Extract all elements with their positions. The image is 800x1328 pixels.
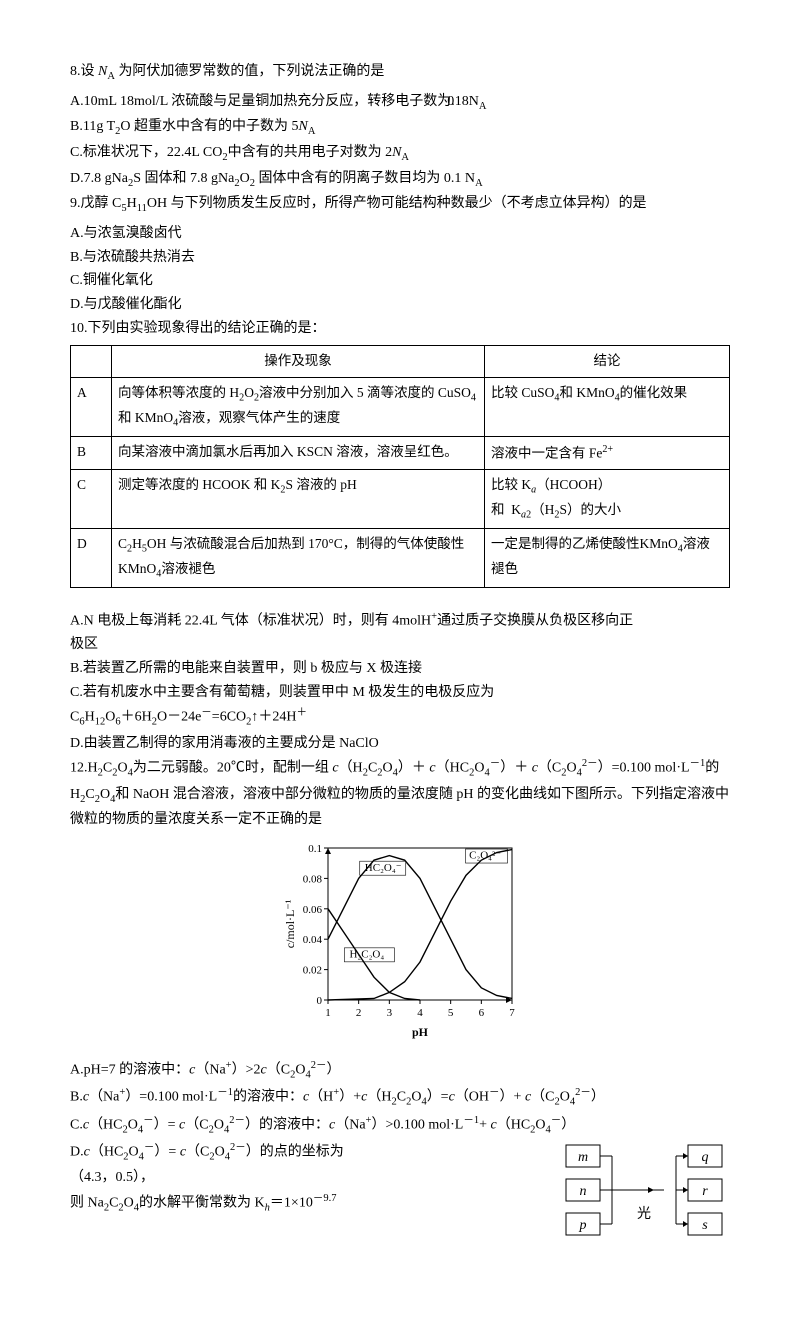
- q8-opt-a: A.10mL 18mol/L 浓硫酸与足量铜加热充分反应，转移电子数为0.18N…: [70, 90, 730, 116]
- svg-text:H₂C₂O₄: H₂C₂O₄: [349, 949, 384, 961]
- q9-opt-a: A.与浓氢溴酸卤代: [70, 222, 730, 246]
- row-label: A: [71, 377, 112, 436]
- q11-opt-c-eq: C6H12O6＋6H2O－24e－=6CO2↑＋24H＋: [70, 704, 730, 731]
- q12-stem: 12.H2C2O4为二元弱酸。20℃时，配制一组 c（H2C2O4）＋ c（HC…: [70, 755, 730, 832]
- row-op: 向等体积等浓度的 H2O2溶液中分别加入 5 滴等浓度的 CuSO4和 KMnO…: [112, 377, 485, 436]
- svg-text:光: 光: [637, 1206, 651, 1222]
- q12-opt-b: B.c（Na+）=0.100 mol·L－1的溶液中：c（H+）+c（H2C2O…: [70, 1084, 730, 1111]
- q11-opt-d: D.由装置乙制得的家用消毒液的主要成分是 NaClO: [70, 732, 730, 756]
- row-op: 向某溶液中滴加氯水后再加入 KSCN 溶液，溶液呈红色。: [112, 436, 485, 469]
- q11-opt-c: C.若有机废水中主要含有葡萄糖，则装置甲中 M 极发生的电极反应为: [70, 681, 730, 705]
- svg-text:7: 7: [509, 1007, 515, 1019]
- q11-opt-a: A.N 电极上每消耗 22.4L 气体（标准状况）时，则有 4molH+通过质子…: [70, 608, 730, 657]
- row-label: B: [71, 436, 112, 469]
- svg-text:0.04: 0.04: [303, 934, 323, 946]
- row-conc: 比较 Ka（HCOOH）和 Ka2（H2S）的大小: [485, 469, 730, 528]
- q10-table: 操作及现象 结论 A 向等体积等浓度的 H2O2溶液中分别加入 5 滴等浓度的 …: [70, 345, 730, 588]
- svg-text:HC₂O₄⁻: HC₂O₄⁻: [365, 862, 402, 874]
- svg-text:m: m: [578, 1150, 588, 1165]
- svg-text:C₂O₄²⁻: C₂O₄²⁻: [469, 850, 501, 862]
- q10-stem: 10.下列由实验现象得出的结论正确的是：: [70, 317, 730, 341]
- svg-text:r: r: [702, 1184, 708, 1199]
- row-conc: 比较 CuSO4和 KMnO4的催化效果: [485, 377, 730, 436]
- table-row: C 测定等浓度的 HCOOK 和 K2S 溶液的 pH 比较 Ka（HCOOH）…: [71, 469, 730, 528]
- q8-stem: 8.设 NA 为阿伏加德罗常数的值，下列说法正确的是: [70, 60, 730, 86]
- q10-th-conc: 结论: [485, 345, 730, 377]
- q8-opt-c: C.标准状况下，22.4L CO2中含有的共用电子对数为 2NA: [70, 141, 730, 167]
- table-row: A 向等体积等浓度的 H2O2溶液中分别加入 5 滴等浓度的 CuSO4和 KM…: [71, 377, 730, 436]
- q12-opt-a: A.pH=7 的溶液中：c（Na+）>2c（C2O42－）: [70, 1057, 730, 1084]
- svg-text:q: q: [702, 1150, 709, 1165]
- row-label: D: [71, 528, 112, 587]
- svg-text:4: 4: [417, 1007, 423, 1019]
- q12-opt-c: C.c（HC2O4－）= c（C2O42－）的溶液中：c（Na+）>0.100 …: [70, 1112, 730, 1139]
- q9-opt-d: D.与戊酸催化酯化: [70, 293, 730, 317]
- svg-text:s: s: [702, 1218, 708, 1233]
- q10-th-op: 操作及现象: [112, 345, 485, 377]
- svg-text:5: 5: [448, 1007, 454, 1019]
- svg-text:c/mol·L⁻¹: c/mol·L⁻¹: [283, 900, 297, 949]
- svg-text:2: 2: [356, 1007, 362, 1019]
- q12-diagram: m n p q r s 光: [560, 1139, 730, 1268]
- svg-text:n: n: [580, 1184, 587, 1199]
- q9-stem: 9.戊醇 C5H11OH 与下列物质发生反应时，所得产物可能结构种数最少（不考虑…: [70, 192, 730, 218]
- table-row: B 向某溶液中滴加氯水后再加入 KSCN 溶液，溶液呈红色。 溶液中一定含有 F…: [71, 436, 730, 469]
- q12-chart: 0 0.02 0.04 0.06 0.08 0.1 1 2 3 4 5 6 7 pH c/mol·L⁻¹ HC…: [70, 840, 730, 1049]
- q9-opt-c: C.铜催化氧化: [70, 269, 730, 293]
- svg-text:pH: pH: [412, 1025, 429, 1039]
- q10-th-blank: [71, 345, 112, 377]
- q8-opt-b: B.11g T2O 超重水中含有的中子数为 5NA: [70, 115, 730, 141]
- svg-text:6: 6: [479, 1007, 485, 1019]
- q11-opt-b: B.若装置乙所需的电能来自装置甲，则 b 极应与 X 极连接: [70, 657, 730, 681]
- row-conc: 溶液中一定含有 Fe2+: [485, 436, 730, 469]
- q9-opt-b: B.与浓硫酸共热消去: [70, 246, 730, 270]
- svg-text:3: 3: [387, 1007, 393, 1019]
- svg-text:1: 1: [325, 1007, 331, 1019]
- svg-text:0.02: 0.02: [303, 965, 322, 977]
- row-conc: 一定是制得的乙烯使酸性KMnO4溶液褪色: [485, 528, 730, 587]
- svg-text:p: p: [579, 1218, 587, 1233]
- svg-text:0.1: 0.1: [308, 843, 322, 855]
- svg-text:0: 0: [317, 995, 323, 1007]
- svg-text:0.08: 0.08: [303, 874, 323, 886]
- row-label: C: [71, 469, 112, 528]
- row-op: C2H5OH 与浓硫酸混合后加热到 170°C，制得的气体使酸性 KMnO4溶液…: [112, 528, 485, 587]
- svg-text:0.06: 0.06: [303, 904, 323, 916]
- q8-opt-d: D.7.8 gNa2S 固体和 7.8 gNa2O2 固体中含有的阴离子数目均为…: [70, 167, 730, 193]
- table-row: D C2H5OH 与浓硫酸混合后加热到 170°C，制得的气体使酸性 KMnO4…: [71, 528, 730, 587]
- row-op: 测定等浓度的 HCOOK 和 K2S 溶液的 pH: [112, 469, 485, 528]
